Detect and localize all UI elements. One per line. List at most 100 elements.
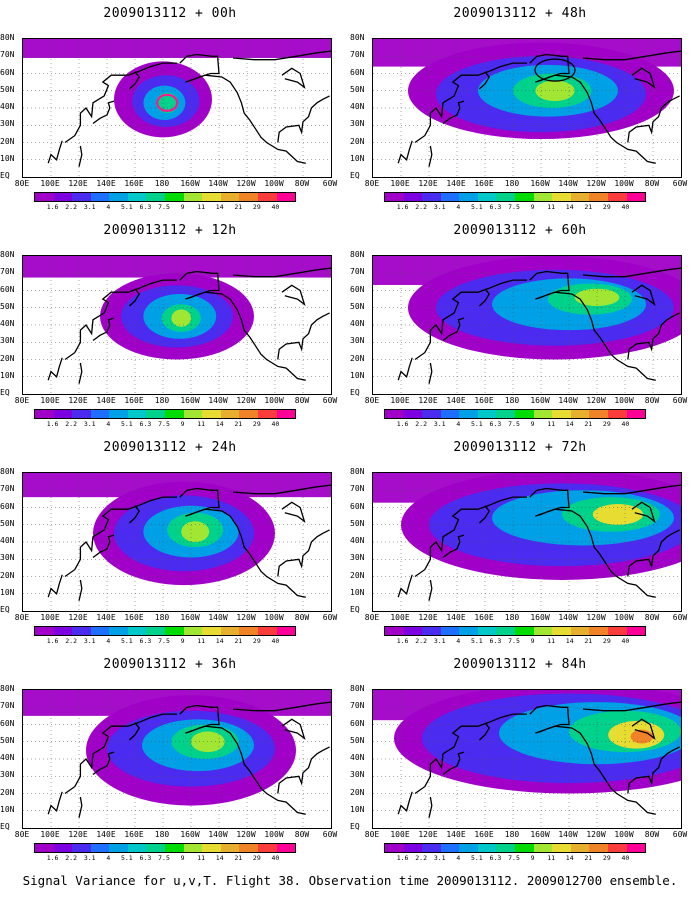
colorbar-label: 29 [252,854,261,862]
latitude-label: 50N [350,84,365,94]
colorbar-label: 11 [197,420,206,428]
coastline [414,496,527,578]
longitude-label: 120E [418,830,438,839]
latitude-label: 30N [350,336,365,346]
colorbar-swatch [422,627,441,635]
colorbar-swatch [202,410,221,418]
colorbar-swatch [257,193,277,201]
colorbar-label: 14 [215,637,224,645]
latitude-label: 70N [0,267,15,277]
colorbar-swatch [533,844,553,852]
colorbar-label: 4 [456,637,461,645]
coastline [529,704,656,815]
colorbar-swatch [53,627,73,635]
coastline [428,796,433,818]
figure-caption: Signal Variance for u,v,T. Flight 38. Ob… [22,873,678,888]
latitude-label: EQ [0,605,10,614]
latitude-label: 20N [350,353,365,363]
colorbar-swatch [570,410,590,418]
variance-contour [156,92,179,114]
colorbar-swatch [35,410,54,418]
longitude-label: 120E [68,179,88,188]
longitude-label: 160W [530,613,550,622]
coastline [478,288,490,307]
latitude-label: 80N [0,467,15,476]
colorbar-swatch [276,627,296,635]
coastline [281,501,306,523]
colorbar-swatch [552,844,571,852]
colorbar-swatch [607,193,627,201]
coastline [277,529,330,577]
coastline [281,718,306,740]
colorbar-label: 9 [180,637,185,645]
colorbar-swatch [477,410,497,418]
latitude-label: 60N [350,718,365,728]
colorbar-label: 21 [234,637,243,645]
coastline [428,145,433,167]
colorbar-swatch [183,193,203,201]
latitude-label: 80N [0,250,15,259]
colorbar-swatch [165,193,184,201]
longitude-label: 120W [586,179,606,188]
colorbar-label: 3.1 [433,203,446,211]
coastline [47,140,63,164]
colorbar-label: 29 [252,637,261,645]
coastline [631,718,656,740]
colorbar [384,409,646,419]
coastline [627,746,680,794]
latitude-label: 10N [350,804,365,814]
longitude-label: 140W [558,179,578,188]
colorbar-swatch [165,410,184,418]
latitude-label: 60N [350,501,365,511]
coastline [78,145,83,167]
variance-contour [574,288,620,307]
coastline [442,317,465,342]
colorbar-label: 21 [234,854,243,862]
latitude-label: 20N [0,136,15,146]
latitude-label: 60N [350,284,365,294]
coastline [78,579,83,601]
longitude-label: 160W [180,179,200,188]
longitude-label: 140E [96,830,116,839]
colorbar-label: 21 [584,637,593,645]
latitude-label: EQ [350,388,360,397]
coastline [47,357,63,381]
panel-title: 2009013112 + 60h [453,223,587,238]
longitude-label: 80E [14,613,30,622]
colorbar-swatch [552,410,571,418]
latitude-label: 40N [350,319,365,328]
colorbar [34,626,296,636]
latitude-label: 30N [0,336,15,346]
colorbar-label: 40 [271,854,280,862]
colorbar-label: 11 [547,420,556,428]
colorbar-swatch [90,193,110,201]
panel-title: 2009013112 + 72h [453,440,587,455]
colorbar-label: 5.1 [120,420,133,428]
longitude-label: 80W [294,179,310,188]
colorbar-swatch [552,627,571,635]
latitude-label: 10N [350,370,365,380]
colorbar-swatch [53,193,73,201]
colorbar-label: 29 [252,203,261,211]
colorbar-label: 3.1 [83,203,96,211]
longitude-label: 160E [124,396,144,405]
polar-variance-band [23,39,331,58]
colorbar-swatch [477,844,497,852]
colorbar-label: 9 [180,854,185,862]
colorbar-swatch [533,627,553,635]
colorbar-swatch [202,627,221,635]
colorbar-label: 2.2 [65,637,78,645]
latitude-label: 30N [0,770,15,780]
colorbar-label: 2.2 [65,854,78,862]
colorbar-swatch [276,193,296,201]
colorbar-label: 6.3 [139,854,152,862]
colorbar-swatch [570,193,590,201]
colorbar-label: 6.3 [139,637,152,645]
coastline [442,751,465,776]
colorbar-swatch [202,193,221,201]
coastline [179,487,306,598]
coastline [277,95,330,143]
colorbar-label: 2.2 [415,854,428,862]
longitude-label: 120E [68,396,88,405]
latitude-label: 80N [350,250,365,259]
